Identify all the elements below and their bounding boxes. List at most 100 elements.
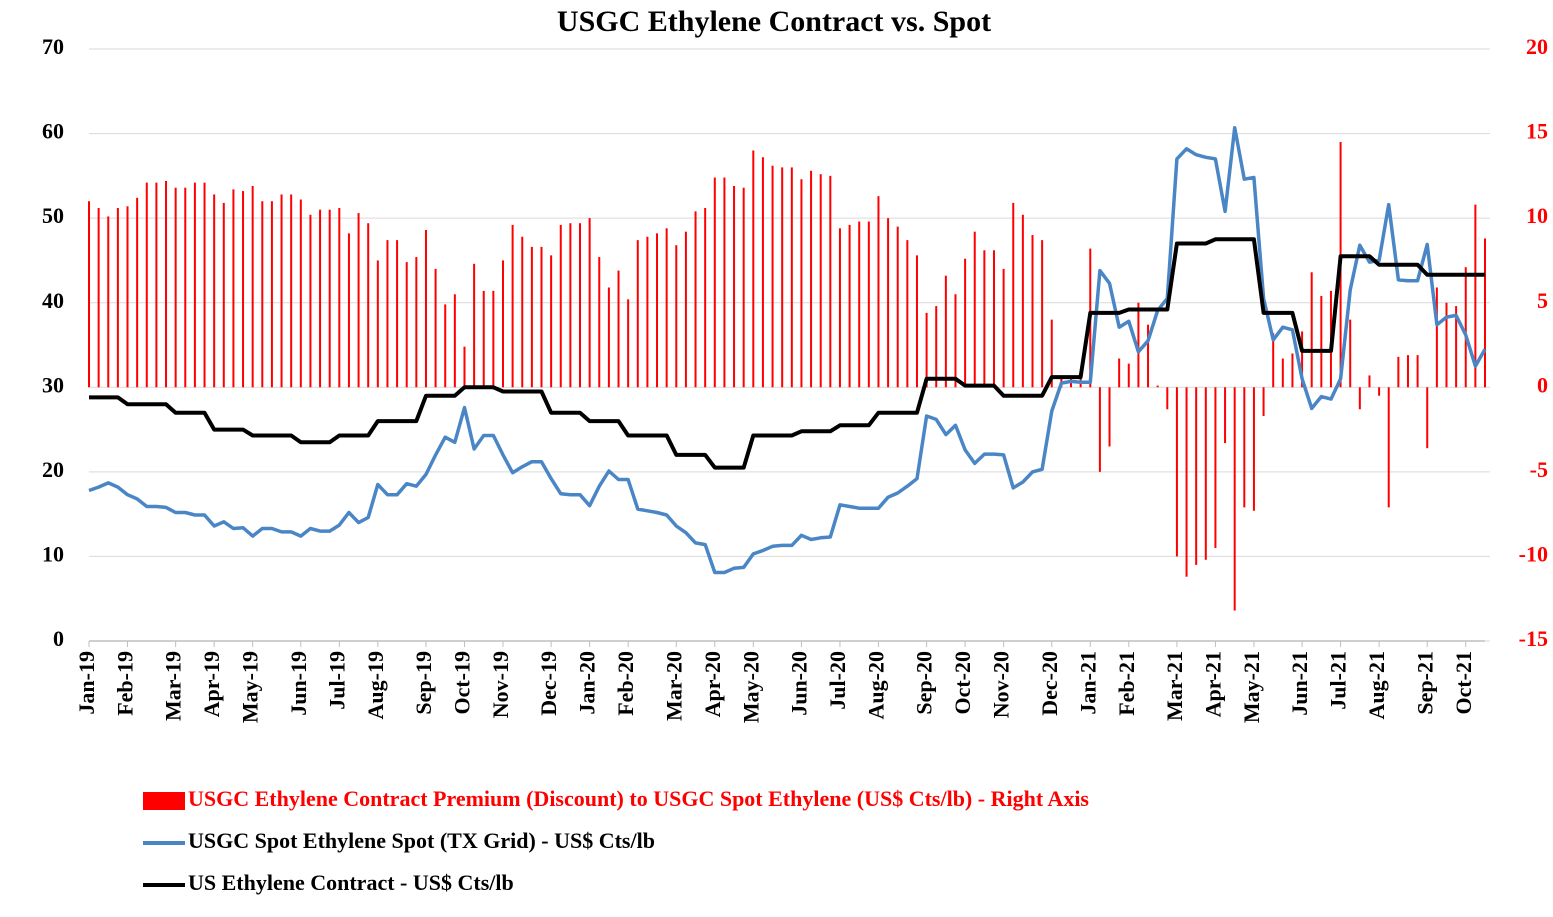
bar [781, 167, 784, 388]
bar [723, 177, 726, 388]
bar [328, 209, 331, 388]
y2-tick-label: 10 [1526, 203, 1548, 228]
x-tick-label: Feb-19 [113, 651, 138, 716]
bar [232, 189, 235, 388]
bar [155, 182, 158, 388]
bar [1214, 387, 1217, 548]
bar [964, 258, 967, 388]
bar [588, 218, 591, 388]
x-tick-label: Nov-19 [488, 651, 513, 718]
bar [1445, 302, 1448, 388]
bar [165, 180, 168, 388]
x-tick-label: Dec-19 [536, 651, 561, 716]
x-tick-label: Apr-21 [1200, 651, 1225, 717]
bar [569, 223, 572, 388]
bar [280, 194, 283, 388]
x-tick-label: Jul-20 [825, 651, 850, 710]
bar [1108, 387, 1111, 447]
bar [1195, 387, 1198, 565]
bar [761, 157, 764, 388]
bar [838, 228, 841, 388]
x-tick-label: Jan-20 [575, 651, 600, 715]
y-tick-label: 30 [42, 372, 64, 397]
bar [607, 287, 610, 388]
bar [540, 246, 543, 388]
bar [1166, 387, 1169, 410]
bar [1406, 355, 1409, 388]
y-tick-label: 10 [42, 541, 64, 566]
bar [1041, 240, 1044, 388]
bar [290, 194, 293, 388]
bar [771, 165, 774, 388]
y2-tick-label: 20 [1526, 34, 1548, 59]
bar [1484, 238, 1486, 388]
bar [983, 250, 986, 388]
bar [829, 175, 832, 388]
bar [1291, 353, 1294, 388]
bar [550, 255, 553, 388]
bar [1320, 295, 1323, 388]
bar [1002, 268, 1005, 388]
bar [444, 304, 447, 388]
bar [1021, 214, 1024, 388]
bar [193, 182, 196, 388]
bar [97, 207, 100, 388]
bar [858, 221, 861, 388]
bar [1426, 387, 1429, 449]
legend-label: USGC Ethylene Contract Premium (Discount… [188, 786, 1089, 811]
bar [1368, 375, 1371, 388]
bar [733, 186, 736, 388]
bar [222, 202, 225, 388]
bar [598, 257, 601, 388]
y-tick-label: 50 [42, 203, 64, 228]
bar [790, 167, 793, 388]
x-tick-label: Jan-21 [1075, 651, 1100, 715]
x-tick-label: Oct-21 [1451, 651, 1476, 715]
x-tick-label: Mar-20 [661, 651, 686, 721]
bar [1098, 387, 1101, 472]
bar [126, 206, 129, 388]
x-tick-label: Jun-19 [286, 651, 311, 716]
legend-swatch [143, 792, 185, 810]
chart-title: USGC Ethylene Contract vs. Spot [557, 5, 991, 38]
bar [925, 312, 928, 388]
bar [627, 299, 630, 388]
bar [357, 213, 360, 388]
x-tick-label: Feb-21 [1114, 651, 1139, 716]
bar [694, 211, 697, 388]
bar [992, 250, 995, 388]
x-tick-label: Jun-21 [1287, 651, 1312, 716]
bar [887, 218, 890, 388]
bar [810, 170, 813, 388]
bar [1185, 387, 1188, 577]
bar [848, 224, 851, 388]
bar [492, 290, 495, 388]
line [89, 237, 1485, 470]
bar [1310, 272, 1313, 388]
bar [1455, 306, 1458, 388]
y2-tick-label: 0 [1537, 372, 1548, 397]
y-tick-label: 20 [42, 457, 64, 482]
bar [1175, 387, 1178, 557]
bar [1243, 387, 1246, 508]
bar [559, 224, 562, 388]
bar [1435, 287, 1438, 388]
bar [1252, 387, 1255, 511]
bar [675, 245, 678, 388]
x-tick-label: Jul-19 [324, 651, 349, 710]
x-tick-label: Oct-20 [950, 651, 975, 715]
bar [396, 240, 399, 388]
bar [646, 236, 649, 388]
x-tick-label: May-21 [1239, 651, 1264, 723]
x-tick-label: Mar-21 [1162, 651, 1187, 721]
bar [386, 240, 389, 388]
bar [935, 306, 938, 388]
bar [1224, 387, 1227, 444]
bar [1127, 363, 1130, 388]
bar [251, 186, 254, 388]
bar [973, 231, 976, 388]
y-tick-label: 0 [53, 626, 64, 651]
bar [482, 290, 485, 388]
bar [1416, 355, 1419, 388]
bar [1137, 302, 1140, 388]
